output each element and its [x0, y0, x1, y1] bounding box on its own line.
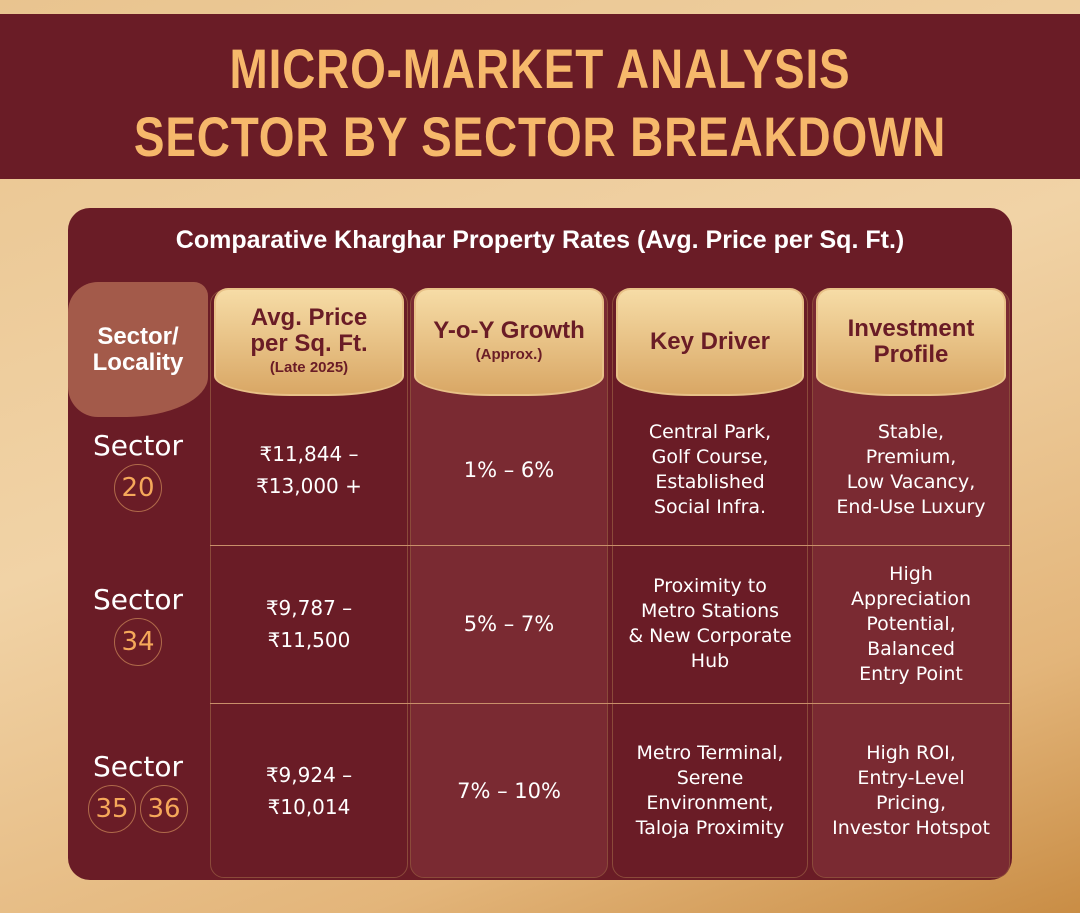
profile-cell: Stable, Premium, Low Vacancy, End-Use Luxur…: [812, 395, 1010, 545]
growth-text: 1% – 6%: [463, 458, 555, 482]
driver-cell: Metro Terminal, Serene Environment, Taloja …: [612, 703, 808, 878]
profile-text: Entry Point: [859, 662, 963, 685]
header-text: per Sq. Ft.: [250, 330, 368, 357]
sector-numbers: 34: [112, 618, 164, 666]
profile-cell: High Appreciation Potential, Balanced Entry …: [812, 545, 1010, 703]
growth-text: 5% – 7%: [463, 612, 555, 636]
driver-text: Golf Course,: [651, 446, 769, 468]
profile-text: Premium,: [865, 446, 957, 468]
header-text: Profile: [873, 341, 949, 368]
price-cell: ₹9,787 – ₹11,500: [210, 545, 408, 703]
header-text: Key Driver: [649, 328, 771, 355]
driver-text: Social Infra.: [653, 496, 767, 518]
price-text: ₹9,924 –: [265, 762, 353, 787]
sector-cell: Sector 35 36: [68, 703, 208, 878]
profile-text: Potential,: [866, 612, 956, 635]
profile-text: End-Use Luxury: [836, 496, 986, 518]
price-cell: ₹11,844 – ₹13,000 +: [210, 395, 408, 545]
profile-text: Entry-Level: [857, 766, 965, 789]
price-text: ₹13,000 +: [256, 474, 362, 498]
sector-cell: Sector 20: [68, 395, 208, 545]
header-cell: Key Driver: [616, 288, 804, 396]
header-band: MICRO-MARKET ANALYSIS SECTOR BY SECTOR B…: [0, 14, 1080, 179]
header-text: Investment: [847, 315, 975, 342]
header-note: (Late 2025): [269, 359, 349, 376]
sector-numbers: 20: [112, 464, 164, 512]
header-text: Avg. Price: [250, 304, 368, 331]
price-text: ₹9,787 –: [265, 596, 353, 620]
header-cell: Avg. Price per Sq. Ft. (Late 2025): [214, 288, 404, 396]
profile-text: High: [889, 562, 933, 585]
profile-text: Pricing,: [875, 791, 947, 814]
driver-text: Metro Stations: [640, 600, 780, 622]
profile-text: Low Vacancy,: [846, 471, 976, 493]
growth-cell: 7% – 10%: [410, 703, 608, 878]
table-title: Comparative Kharghar Property Rates (Avg…: [175, 226, 905, 254]
price-cell: ₹9,924 – ₹10,014: [210, 703, 408, 878]
header-cell: Investment Profile: [816, 288, 1006, 396]
header-note: (Approx.): [475, 346, 543, 363]
driver-cell: Central Park, Golf Course, Established Soci…: [612, 395, 808, 545]
header-cell: Y-o-Y Growth (Approx.): [414, 288, 604, 396]
driver-text: Serene: [676, 766, 744, 789]
sector-number: 34: [114, 618, 162, 666]
profile-text: High ROI,: [866, 741, 956, 764]
growth-cell: 5% – 7%: [410, 545, 608, 703]
driver-text: Metro Terminal,: [636, 741, 784, 764]
driver-text: Environment,: [646, 791, 774, 814]
profile-cell: High ROI, Entry-Level Pricing, Investor Hot…: [812, 703, 1010, 878]
profile-text: Stable,: [877, 421, 945, 443]
sector-numbers: 35 36: [86, 784, 190, 833]
price-text: ₹11,844 –: [259, 442, 359, 466]
profile-text: Balanced: [867, 637, 955, 660]
growth-text: 7% – 10%: [457, 778, 561, 803]
driver-text: Taloja Proximity: [635, 816, 785, 839]
header-title: MICRO-MARKET ANALYSIS: [229, 37, 851, 100]
header-cell: Sector/Locality: [68, 282, 208, 417]
driver-text: Proximity to: [653, 575, 767, 597]
sector-label: Sector: [92, 429, 183, 462]
row-divider: [210, 545, 1010, 546]
driver-text: Central Park,: [648, 421, 772, 443]
header-title: SECTOR BY SECTOR BREAKDOWN: [133, 105, 947, 168]
price-text: ₹10,014: [267, 794, 351, 819]
sector-number: 36: [140, 784, 188, 833]
header-text: Y-o-Y Growth: [433, 317, 585, 344]
sector-label: Sector: [92, 583, 183, 616]
sector-label: Sector: [92, 749, 183, 783]
header-text: Locality: [92, 348, 184, 376]
sector-number: 20: [114, 464, 162, 512]
sector-number: 35: [88, 784, 136, 833]
driver-text: Hub: [690, 650, 730, 672]
sector-cell: Sector 34: [68, 545, 208, 703]
profile-text: Appreciation: [851, 587, 971, 610]
price-text: ₹11,500: [267, 628, 351, 652]
header-text: Sector/: [97, 322, 179, 350]
driver-cell: Proximity to Metro Stations & New Corporat…: [612, 545, 808, 703]
profile-text: Investor Hotspot: [832, 816, 990, 839]
growth-cell: 1% – 6%: [410, 395, 608, 545]
row-divider: [210, 703, 1010, 704]
driver-text: Established: [655, 471, 765, 493]
driver-text: & New Corporate: [628, 625, 792, 647]
